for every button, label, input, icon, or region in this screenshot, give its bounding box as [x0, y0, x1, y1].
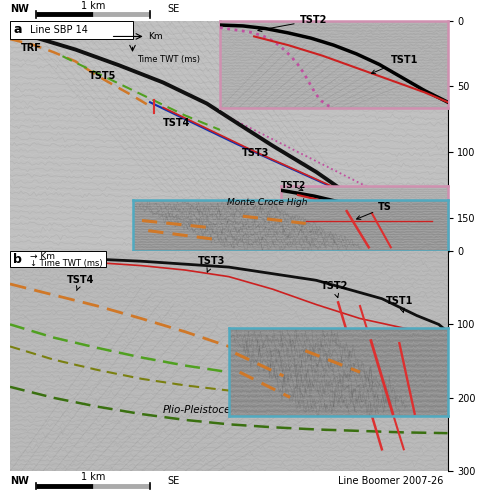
Text: TS: TS: [356, 202, 392, 219]
Text: TRF: TRF: [21, 43, 42, 53]
Text: Time TWT (ms): Time TWT (ms): [137, 55, 200, 64]
Text: → Km: → Km: [30, 251, 54, 261]
Text: 1 km: 1 km: [81, 472, 106, 482]
Text: Plio-Pleistocene: Plio-Pleistocene: [163, 404, 244, 415]
Text: TST2: TST2: [258, 15, 327, 31]
Text: ↓ Time TWT (ms): ↓ Time TWT (ms): [30, 259, 102, 268]
Text: 1 km: 1 km: [81, 1, 106, 11]
Text: NW: NW: [10, 4, 29, 14]
Text: Monte Croce High: Monte Croce High: [227, 198, 308, 207]
Text: a: a: [14, 24, 22, 36]
Text: TST5: TST5: [89, 70, 116, 81]
Text: TST4: TST4: [67, 275, 94, 291]
Bar: [10, 251, 106, 267]
Text: TST3: TST3: [198, 256, 226, 272]
Text: Km: Km: [148, 32, 162, 41]
Text: TST1: TST1: [348, 202, 373, 215]
Text: Line SBP 14: Line SBP 14: [30, 25, 88, 35]
Text: TST3: TST3: [242, 148, 269, 158]
Text: SE: SE: [168, 476, 180, 486]
Text: SE: SE: [168, 4, 180, 14]
Text: NW: NW: [10, 476, 29, 486]
Text: TST2: TST2: [281, 182, 306, 190]
Text: b: b: [14, 252, 22, 266]
Text: TST4: TST4: [163, 118, 190, 128]
Text: Line Boomer 2007-26: Line Boomer 2007-26: [338, 476, 443, 486]
Text: TST1: TST1: [386, 296, 413, 312]
Text: TST2: TST2: [320, 281, 348, 298]
Bar: [10, 21, 132, 39]
Text: TST1: TST1: [372, 55, 418, 74]
